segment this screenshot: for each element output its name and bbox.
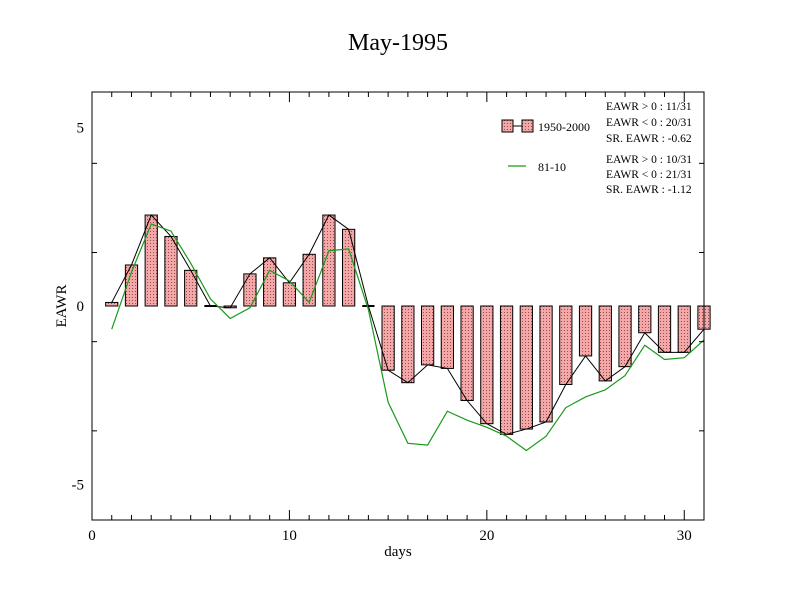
bar xyxy=(499,305,514,435)
bar xyxy=(657,305,672,353)
x-tick-label: 20 xyxy=(479,528,494,544)
bar xyxy=(578,305,593,357)
bar xyxy=(105,301,119,307)
bar xyxy=(420,305,435,366)
legend-bar-swatch-right xyxy=(521,119,534,133)
bar-outline-line xyxy=(111,214,705,435)
bar xyxy=(677,305,691,353)
stat-1950-2000-negative: EAWR < 0 : 20/31 xyxy=(606,117,692,129)
chart-title: May-1995 xyxy=(348,30,448,56)
legend-label-81-10: 81-10 xyxy=(538,160,566,174)
bar-series-1950-2000 xyxy=(105,214,711,435)
bar xyxy=(263,257,277,307)
bar xyxy=(381,305,395,371)
stat-1950-2000-sr: SR. EAWR : -0.62 xyxy=(606,133,692,145)
bar xyxy=(243,273,257,307)
axis-ticks: 0 10 20 30 -5 0 5 xyxy=(72,92,705,544)
x-tick-label: 30 xyxy=(677,528,692,544)
bar xyxy=(440,305,454,369)
y-tick-label: -5 xyxy=(72,477,85,493)
stat-81-10-negative: EAWR < 0 : 21/31 xyxy=(606,169,692,181)
x-axis-label: days xyxy=(384,544,412,560)
legend-label-1950-2000: 1950-2000 xyxy=(538,120,590,134)
stat-81-10-positive: EAWR > 0 : 10/31 xyxy=(606,154,692,166)
y-tick-label: 5 xyxy=(77,121,85,137)
stat-1950-2000-positive: EAWR > 0 : 11/31 xyxy=(606,101,692,113)
stat-81-10-sr: SR. EAWR : -1.12 xyxy=(606,184,692,196)
bar xyxy=(460,305,474,402)
bar xyxy=(519,305,533,430)
bar xyxy=(144,214,158,307)
bar xyxy=(618,305,632,368)
plot-frame xyxy=(91,91,705,521)
bar xyxy=(184,269,198,307)
bar xyxy=(164,235,178,307)
bar xyxy=(598,305,612,382)
legend-bar-swatch-left xyxy=(501,119,514,133)
bar xyxy=(539,305,553,423)
x-tick-label: 10 xyxy=(282,528,297,544)
y-axis-label: EAWR xyxy=(54,285,70,328)
line-series-81-10 xyxy=(111,223,705,452)
bar xyxy=(480,305,494,425)
bar xyxy=(638,305,652,334)
x-tick-label: 0 xyxy=(88,528,96,544)
bar xyxy=(559,305,573,385)
y-tick-label: 0 xyxy=(77,299,85,315)
bar xyxy=(342,228,356,307)
bar xyxy=(401,305,415,384)
legend: 1950-2000 81-10 EAWR > 0 : 11/31 EAWR < … xyxy=(501,101,692,196)
